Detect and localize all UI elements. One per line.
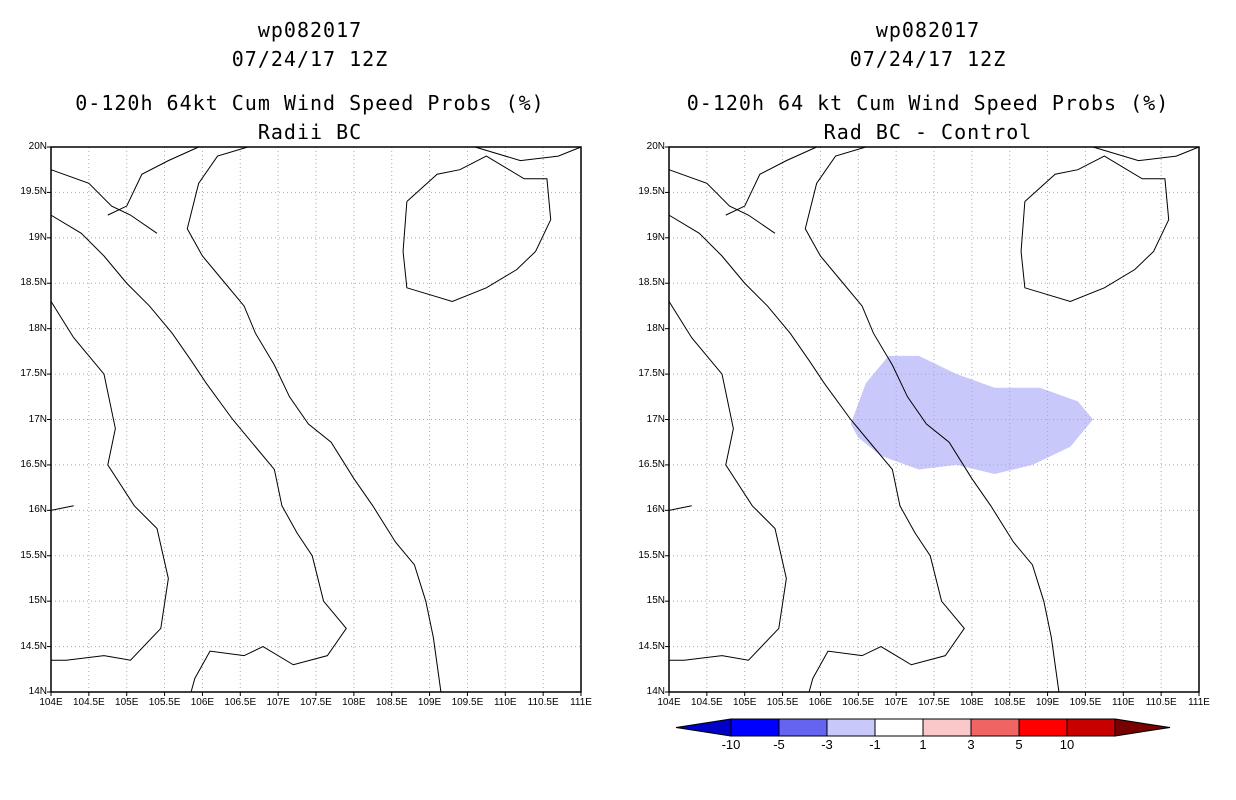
lat-label: 16N [28,504,47,516]
lon-label: 107.5E [300,697,332,708]
coastline [725,146,817,216]
lat-label: 17N [646,413,665,425]
lon-label: 106E [190,697,215,708]
lon-label: 106.5E [842,697,875,708]
coastline [1020,155,1170,302]
colorbar-label: -5 [773,737,785,752]
lat-label: 19N [28,231,47,243]
colorbar-label: -10 [721,737,741,752]
coastline [402,155,552,302]
lon-label: 104.5E [72,697,105,708]
difference-region [850,355,1093,474]
lat-label: 16.5N [638,458,665,470]
lon-label: 111E [1188,697,1210,708]
coastline [668,214,965,693]
colorbar-label: -1 [869,737,881,752]
panel2-title-variant: Rad BC - Control [823,120,1033,144]
coastline [50,214,347,693]
panel2-title-date: 07/24/17 12Z [849,47,1007,71]
lon-label: 104.5E [690,697,723,708]
lat-label: 19N [646,231,665,243]
lon-label: 107E [266,697,290,708]
lat-label: 19.5N [638,186,665,198]
lon-label: 105.5E [766,697,799,708]
panel1-title-variant: Radii BC [257,120,363,144]
map-panel-1 [47,146,582,696]
lat-label: 18N [646,322,665,334]
lon-label: 108.5E [993,697,1026,708]
lon-label: 108E [342,697,366,708]
lat-label: 14N [646,686,665,697]
lon-label: 111E [570,697,592,708]
map-panel-2 [665,146,1200,696]
lat-label: 18N [28,322,47,334]
coastline [668,505,692,511]
colorbar-label: -3 [821,737,833,752]
lat-label: 20N [28,141,47,152]
lat-label: 14.5N [20,640,47,652]
coastline [50,169,158,234]
lat-label: 15.5N [20,549,47,561]
lat-label: 15.5N [638,549,665,561]
coastline [804,146,1060,693]
coastline [107,146,199,216]
lat-label: 16N [646,504,665,516]
lon-label: 105E [733,697,757,708]
coastline [668,169,776,234]
coastline [1092,146,1200,162]
lon-label: 109.5E [451,697,484,708]
coastline [50,301,169,661]
lon-label: 110.5E [1145,697,1177,708]
lat-label: 19.5N [20,186,47,198]
lat-label: 14N [28,686,47,697]
lon-label: 107E [884,697,908,708]
colorbar-label: 1 [919,737,927,752]
lon-label: 104E [39,697,63,708]
colorbar-label: 10 [1059,737,1075,752]
coastline [186,146,442,693]
colorbar-label: 3 [967,737,975,752]
colorbar-label: 5 [1015,737,1023,752]
lon-label: 109E [1035,697,1060,708]
coastline [50,505,74,511]
lat-label: 17N [28,413,47,425]
lon-label: 106.5E [224,697,257,708]
panel1-title-product: 0-120h 64kt Cum Wind Speed Probs (%) [75,91,545,115]
lat-label: 15N [28,595,47,607]
panel1-title-storm: wp082017 [257,18,363,42]
lon-label: 110E [493,697,517,708]
lon-label: 105E [115,697,139,708]
lat-label: 18.5N [638,277,665,289]
lon-label: 104E [657,697,681,708]
lon-label: 107.5E [918,697,950,708]
coastline [668,301,787,661]
lat-label: 16.5N [20,458,47,470]
lat-label: 17.5N [20,368,47,380]
lat-label: 17.5N [638,368,665,380]
lon-label: 110E [1111,697,1135,708]
lat-label: 14.5N [638,640,665,652]
lat-label: 20N [646,141,665,152]
lat-label: 18.5N [20,277,47,289]
lat-label: 15N [646,595,665,607]
lon-label: 108.5E [375,697,408,708]
lon-label: 109E [417,697,442,708]
lon-label: 109.5E [1069,697,1102,708]
coastline [474,146,582,162]
panel1-title-date: 07/24/17 12Z [231,47,389,71]
panel2-title-storm: wp082017 [875,18,981,42]
lon-label: 108E [960,697,984,708]
lon-label: 105.5E [148,697,181,708]
panel2-title-product: 0-120h 64 kt Cum Wind Speed Probs (%) [686,91,1170,115]
lon-label: 106E [808,697,833,708]
lon-label: 110.5E [527,697,559,708]
